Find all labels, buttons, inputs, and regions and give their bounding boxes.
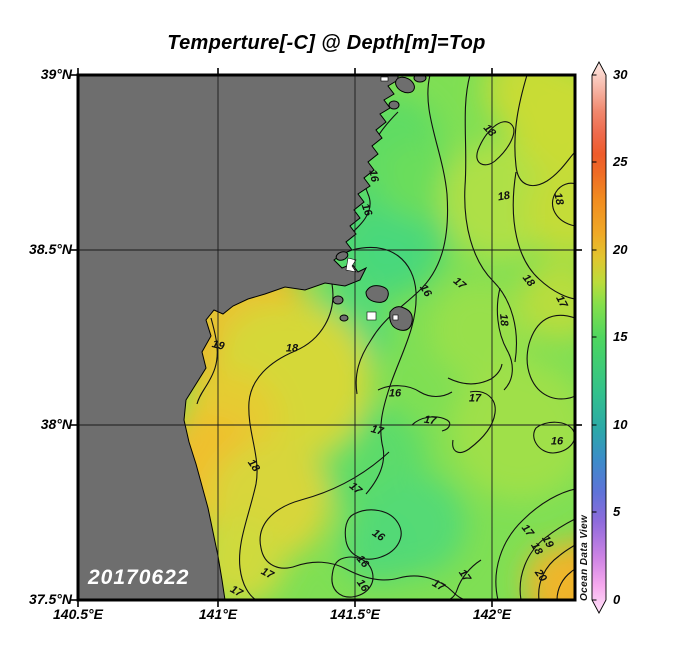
contour-path [447, 363, 503, 385]
contour-label: 18 [551, 191, 566, 207]
contour-path [355, 75, 449, 395]
islands [332, 75, 427, 331]
contour-path [519, 518, 575, 600]
contour-path [452, 390, 496, 453]
contour-path [512, 171, 575, 300]
contour-label: 16 [550, 435, 564, 448]
colorbar-tick-label: 0 [613, 592, 621, 607]
lon-tick-label: 141.5°E [330, 606, 380, 622]
contour-path [464, 75, 518, 363]
contour-path [259, 451, 469, 600]
contour-path [411, 416, 451, 432]
contour-path [331, 556, 374, 598]
date-stamp: 20170622 [88, 566, 190, 589]
odv-watermark: Ocean Data View [579, 514, 590, 601]
contour-path [345, 111, 399, 239]
colorbar-tick-label: 15 [613, 329, 628, 344]
lat-tick-label: 38°N [40, 416, 72, 432]
contour-path [496, 287, 513, 391]
map-frame [76, 73, 577, 602]
contour-label: 17 [423, 413, 437, 428]
nodata-patches [345, 76, 399, 321]
contour-path [344, 509, 402, 560]
contour-path [351, 247, 417, 495]
contour-lines [196, 75, 575, 600]
colorbar-tick-label: 30 [613, 67, 628, 82]
contour-path [526, 314, 575, 400]
lat-tick-label: 38.5°N [29, 241, 72, 257]
contour-path [476, 121, 515, 166]
axis-ticks [71, 68, 582, 607]
contour-path [538, 544, 575, 600]
lat-tick-label: 39°N [40, 66, 72, 82]
lon-tick-label: 140.5°E [53, 606, 103, 622]
contour-label: 17 [468, 392, 482, 405]
contour-path [514, 75, 575, 187]
contour-label: 18 [496, 313, 511, 327]
graticule-grid [78, 75, 575, 600]
lon-tick-label: 142°E [472, 606, 512, 622]
contour-path [533, 421, 575, 454]
contour-label: 16 [366, 168, 381, 184]
contour-label: 18 [496, 189, 511, 204]
contour-path [551, 182, 575, 227]
colorbar-tick-label: 20 [613, 242, 628, 257]
contour-path [238, 283, 334, 600]
contour-label: 16 [388, 387, 402, 400]
colorbar-tick-label: 5 [613, 504, 621, 519]
contour-path [196, 317, 218, 405]
colorbar-tick-label: 10 [613, 417, 628, 432]
colorbar-tick-label: 25 [613, 154, 628, 169]
contour-label: 18 [285, 342, 299, 355]
page-title: Temperture[-C] @ Depth[m]=Top [167, 32, 486, 54]
colorbar-ticks [592, 74, 597, 601]
lat-tick-label: 37.5°N [29, 591, 72, 607]
contour-path [495, 488, 575, 600]
contour-path [377, 385, 453, 398]
lon-tick-label: 141°E [198, 606, 238, 622]
